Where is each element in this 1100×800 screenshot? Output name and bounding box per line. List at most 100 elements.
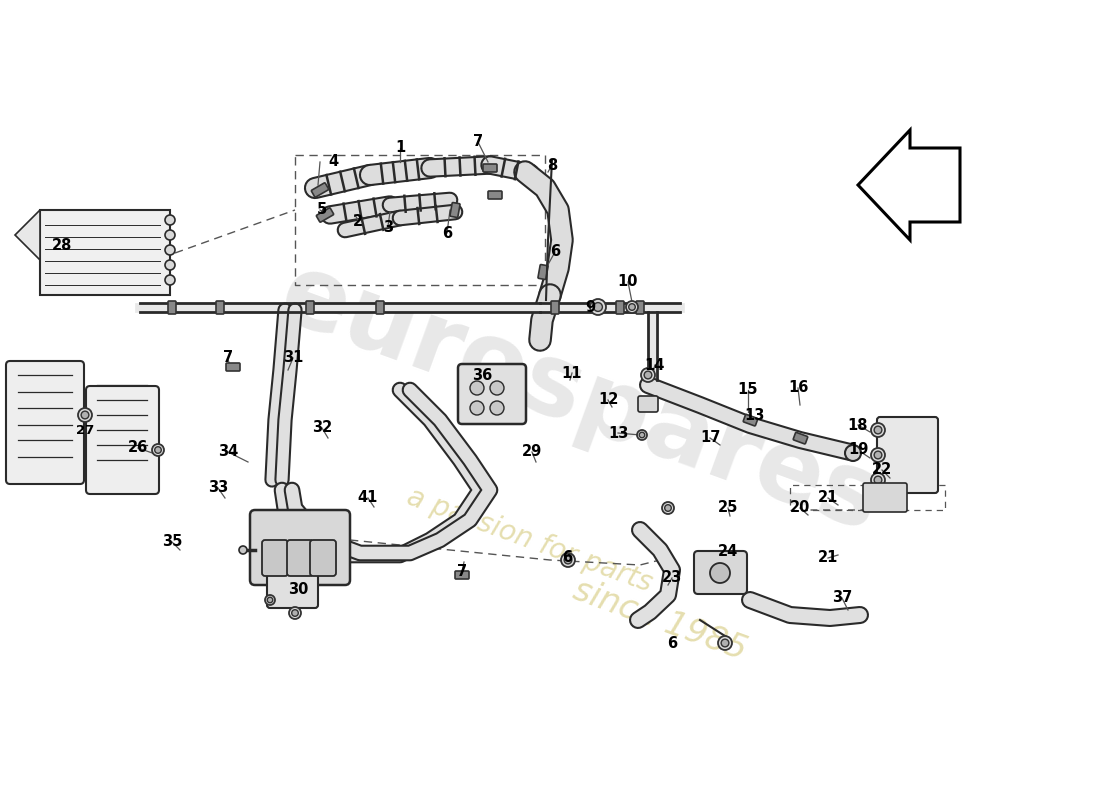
Circle shape — [490, 401, 504, 415]
Text: since 1985: since 1985 — [569, 574, 751, 666]
FancyBboxPatch shape — [267, 574, 318, 608]
FancyBboxPatch shape — [262, 540, 288, 576]
Text: 15: 15 — [738, 382, 758, 398]
Circle shape — [874, 476, 882, 484]
Text: 21: 21 — [817, 550, 838, 566]
Circle shape — [265, 595, 275, 605]
Text: 25: 25 — [718, 501, 738, 515]
Circle shape — [165, 275, 175, 285]
Text: 30: 30 — [288, 582, 308, 598]
Text: 7: 7 — [223, 350, 233, 366]
Text: 41: 41 — [358, 490, 378, 506]
Text: 4: 4 — [328, 154, 338, 170]
Text: 34: 34 — [218, 445, 238, 459]
FancyBboxPatch shape — [551, 301, 559, 314]
Text: 17: 17 — [700, 430, 720, 446]
Circle shape — [165, 215, 175, 225]
Text: 28: 28 — [52, 238, 73, 253]
Text: 7: 7 — [456, 565, 468, 579]
FancyBboxPatch shape — [744, 414, 758, 426]
Circle shape — [490, 381, 504, 395]
Text: 33: 33 — [208, 481, 228, 495]
FancyBboxPatch shape — [616, 301, 624, 314]
Circle shape — [629, 304, 636, 310]
Circle shape — [637, 430, 647, 440]
Circle shape — [871, 423, 886, 437]
Text: 7: 7 — [473, 134, 483, 150]
Circle shape — [155, 446, 162, 454]
FancyBboxPatch shape — [638, 396, 658, 412]
Circle shape — [470, 381, 484, 395]
Text: eurospares: eurospares — [266, 246, 893, 554]
FancyBboxPatch shape — [458, 364, 526, 424]
Text: 18: 18 — [848, 418, 868, 433]
Text: 5: 5 — [317, 202, 327, 218]
FancyBboxPatch shape — [168, 301, 176, 314]
Circle shape — [874, 426, 882, 434]
Text: 24: 24 — [718, 545, 738, 559]
Text: 22: 22 — [872, 462, 892, 478]
Polygon shape — [15, 210, 40, 260]
Text: 11: 11 — [562, 366, 582, 381]
Circle shape — [328, 558, 332, 562]
Circle shape — [165, 245, 175, 255]
FancyBboxPatch shape — [376, 301, 384, 314]
Text: 31: 31 — [283, 350, 304, 366]
FancyBboxPatch shape — [877, 417, 938, 493]
Text: 16: 16 — [788, 381, 808, 395]
FancyBboxPatch shape — [488, 191, 502, 199]
Text: 37: 37 — [832, 590, 852, 606]
Text: 19: 19 — [848, 442, 868, 458]
FancyBboxPatch shape — [287, 540, 314, 576]
Circle shape — [645, 371, 652, 379]
Circle shape — [845, 445, 861, 461]
Circle shape — [594, 302, 603, 311]
FancyBboxPatch shape — [636, 301, 644, 314]
Text: 14: 14 — [645, 358, 665, 373]
FancyBboxPatch shape — [864, 483, 907, 512]
Text: 21: 21 — [817, 490, 838, 506]
Text: 13: 13 — [745, 407, 766, 422]
FancyBboxPatch shape — [250, 510, 350, 585]
Circle shape — [152, 444, 164, 456]
Circle shape — [292, 610, 298, 616]
Text: 6: 6 — [562, 550, 572, 566]
Circle shape — [561, 553, 575, 567]
Text: 20: 20 — [790, 501, 811, 515]
Circle shape — [871, 448, 886, 462]
Text: 10: 10 — [618, 274, 638, 290]
FancyBboxPatch shape — [6, 361, 84, 484]
Text: 2: 2 — [353, 214, 363, 230]
Text: 32: 32 — [312, 421, 332, 435]
Circle shape — [590, 299, 606, 315]
Circle shape — [722, 639, 729, 647]
Text: 23: 23 — [662, 570, 682, 586]
Circle shape — [564, 556, 572, 564]
Circle shape — [324, 555, 336, 565]
Text: 3: 3 — [383, 221, 393, 235]
FancyBboxPatch shape — [86, 386, 160, 494]
Circle shape — [874, 451, 882, 459]
Text: 1: 1 — [395, 141, 405, 155]
Text: 9: 9 — [585, 301, 595, 315]
Text: 6: 6 — [442, 226, 452, 241]
Circle shape — [710, 563, 730, 583]
Text: 6: 6 — [667, 635, 678, 650]
FancyBboxPatch shape — [310, 540, 336, 576]
FancyBboxPatch shape — [694, 551, 747, 594]
FancyBboxPatch shape — [538, 265, 548, 279]
Circle shape — [165, 230, 175, 240]
Circle shape — [165, 260, 175, 270]
FancyBboxPatch shape — [450, 202, 460, 218]
FancyBboxPatch shape — [793, 433, 807, 444]
Text: a passion for parts: a passion for parts — [404, 482, 657, 598]
Circle shape — [267, 598, 273, 602]
Text: 6: 6 — [550, 245, 560, 259]
Polygon shape — [40, 210, 170, 295]
FancyBboxPatch shape — [226, 363, 240, 371]
Circle shape — [81, 411, 89, 419]
Circle shape — [470, 401, 484, 415]
Text: 13: 13 — [608, 426, 628, 441]
Circle shape — [664, 505, 671, 511]
Text: 8: 8 — [547, 158, 557, 173]
